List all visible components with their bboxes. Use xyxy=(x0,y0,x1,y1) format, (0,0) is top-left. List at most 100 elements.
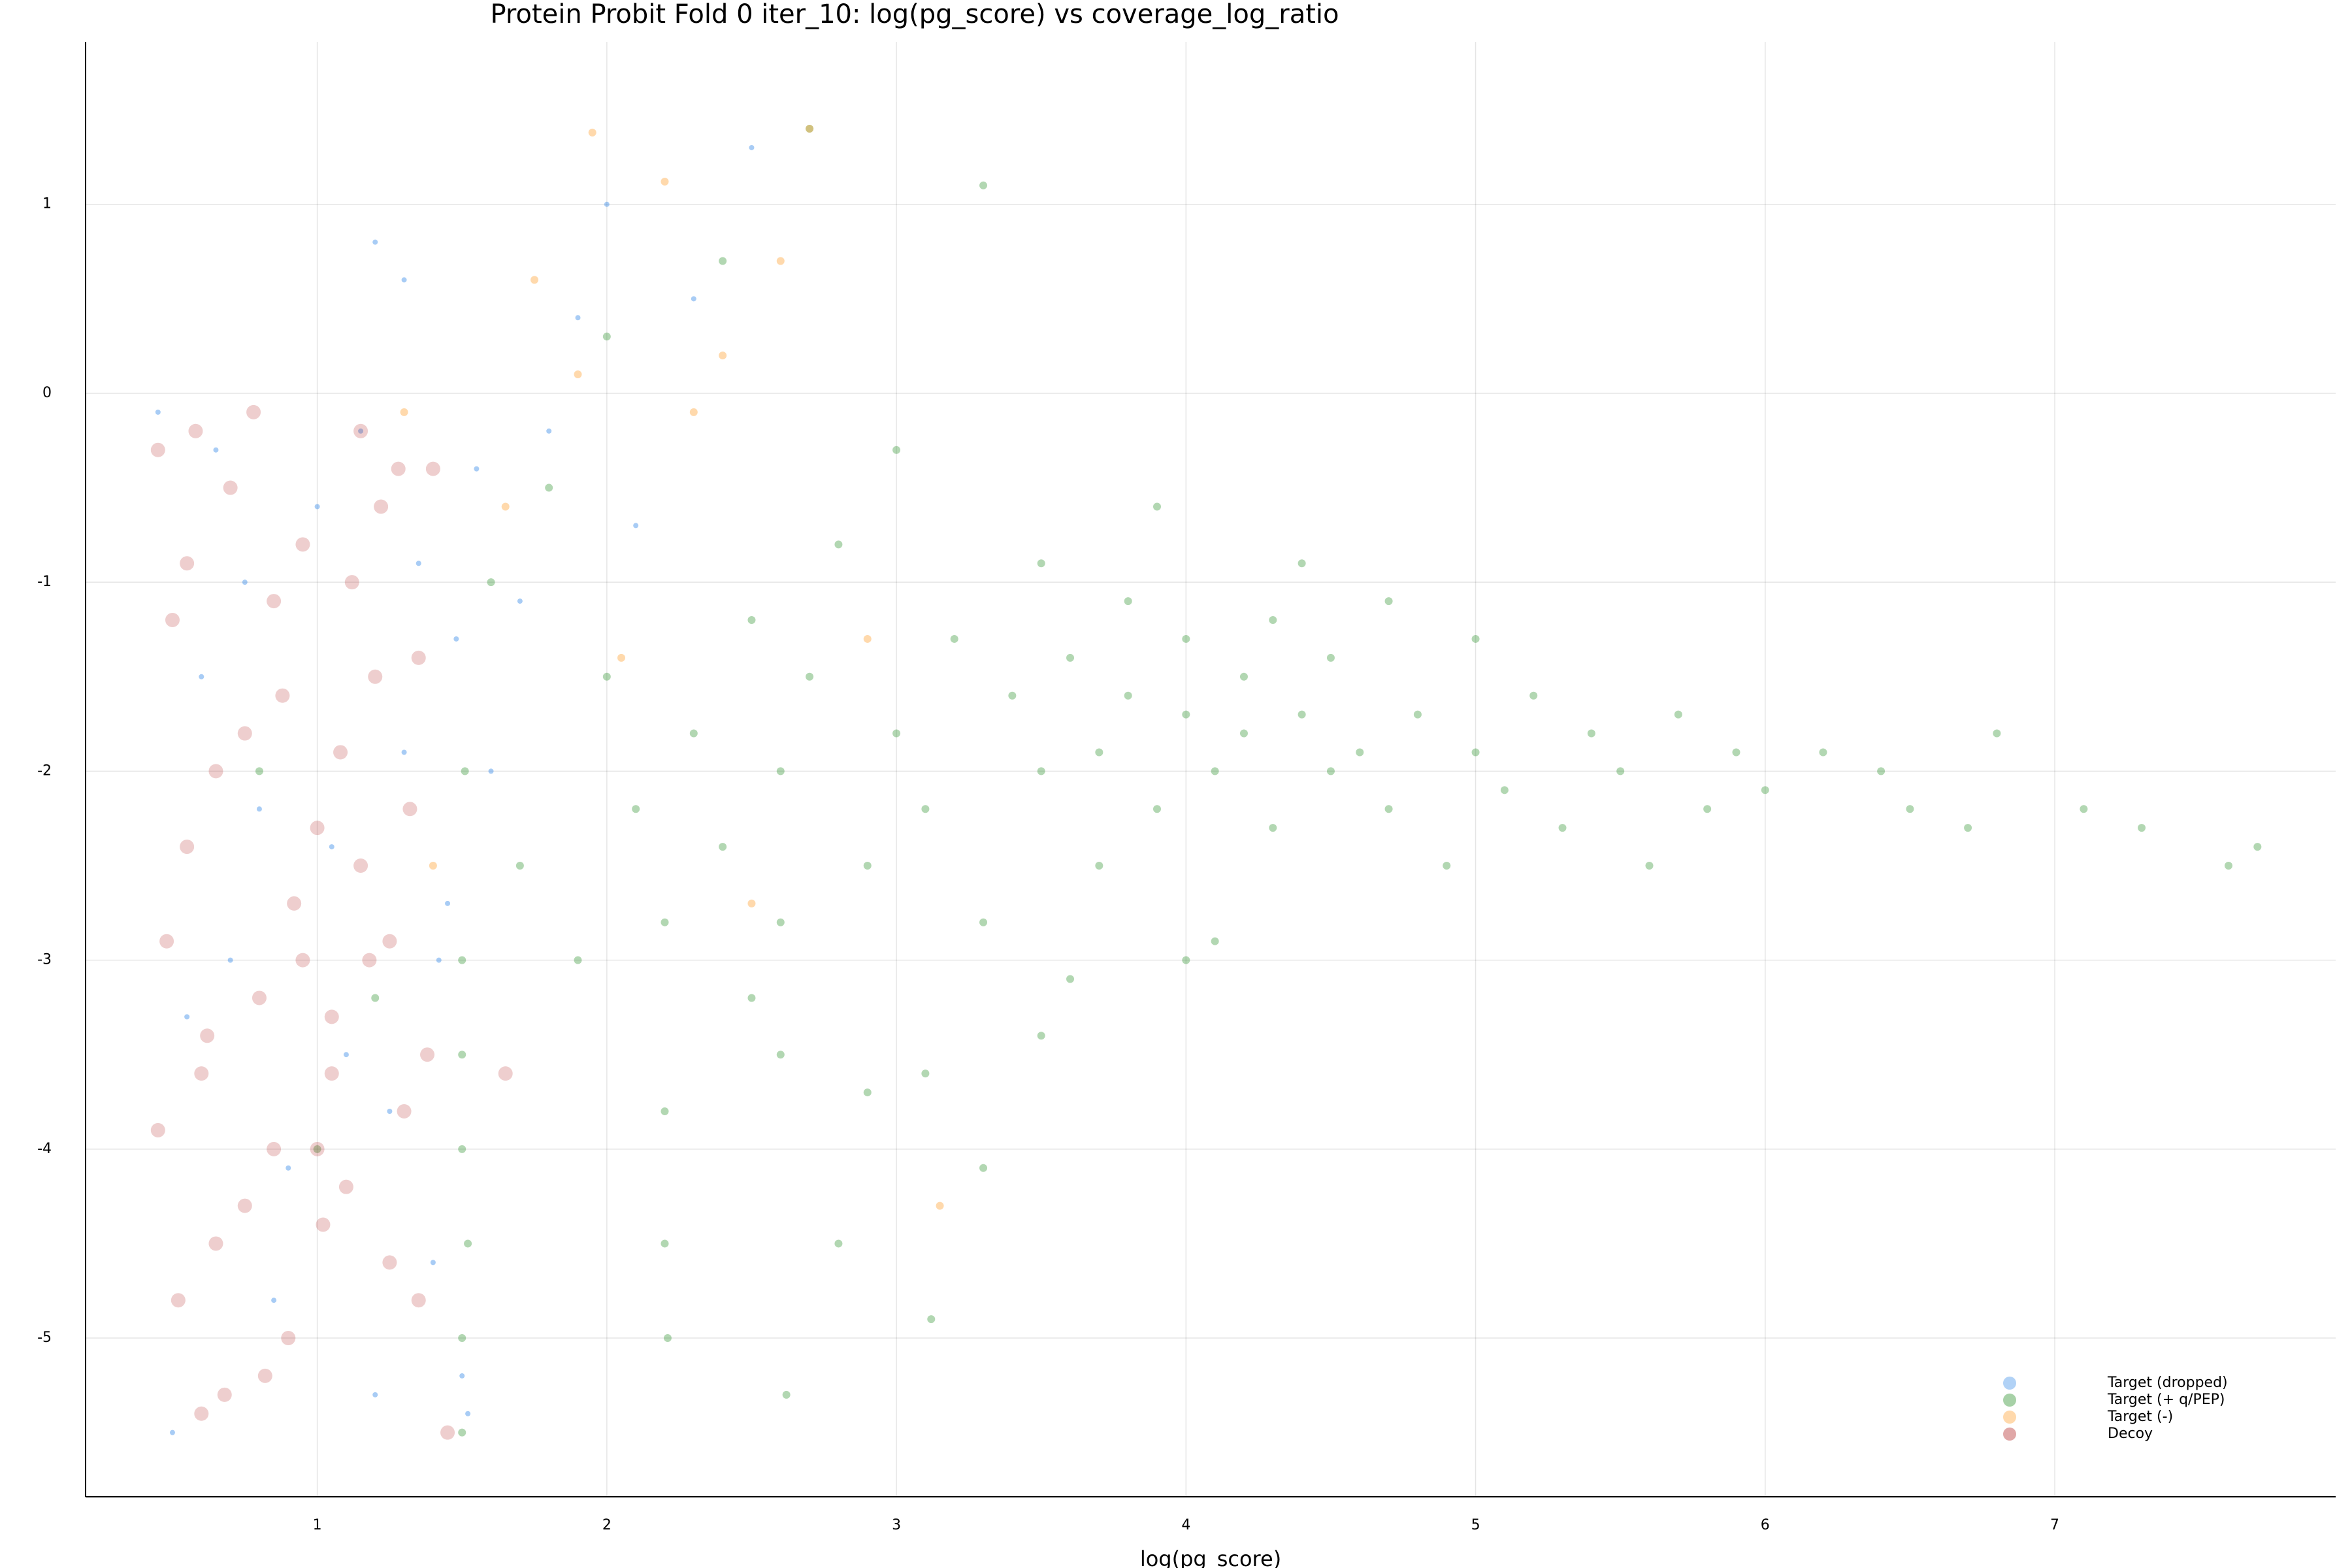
point xyxy=(199,674,204,679)
y-tick-label: 0 xyxy=(42,385,52,401)
point xyxy=(1124,597,1132,606)
point xyxy=(257,1368,272,1383)
point xyxy=(267,1141,282,1156)
point xyxy=(1558,824,1567,832)
point xyxy=(1239,672,1248,681)
point xyxy=(169,1429,175,1435)
point xyxy=(295,537,310,552)
y-tick-label: -3 xyxy=(37,952,52,968)
legend-label: Target (+ q/PEP) xyxy=(2107,1392,2225,1408)
point xyxy=(329,844,335,850)
y-tick-label: 1 xyxy=(42,196,52,212)
point xyxy=(150,442,165,457)
point xyxy=(1095,748,1103,757)
point xyxy=(391,461,406,476)
point xyxy=(458,956,466,964)
point xyxy=(1066,975,1075,983)
point xyxy=(1993,729,2001,738)
x-tick-label: 1 xyxy=(313,1517,322,1533)
point xyxy=(575,315,581,321)
x-tick-label: 3 xyxy=(892,1517,901,1533)
point xyxy=(458,1051,466,1059)
point xyxy=(287,896,302,911)
point xyxy=(950,634,958,643)
point xyxy=(374,499,389,514)
point xyxy=(458,1334,466,1343)
point xyxy=(1384,805,1393,813)
point xyxy=(171,1293,186,1308)
point xyxy=(863,862,872,870)
point xyxy=(545,483,553,492)
point xyxy=(749,144,755,150)
point xyxy=(165,613,180,628)
y-tick-label: -1 xyxy=(37,574,52,590)
point xyxy=(281,1331,296,1346)
legend-marker xyxy=(2003,1394,2016,1407)
point xyxy=(324,1009,339,1024)
point xyxy=(863,1088,872,1097)
point xyxy=(194,1066,209,1081)
point xyxy=(295,953,310,968)
point xyxy=(2080,805,2088,813)
point xyxy=(979,918,988,926)
point xyxy=(574,956,582,964)
point xyxy=(806,672,814,681)
point xyxy=(776,918,785,926)
point xyxy=(1095,862,1103,870)
point xyxy=(1819,748,1827,757)
point xyxy=(633,523,639,529)
point xyxy=(663,1334,672,1343)
point xyxy=(1037,559,1045,568)
point xyxy=(2138,824,2146,832)
point xyxy=(2225,862,2232,870)
point xyxy=(689,408,698,416)
point xyxy=(188,423,203,438)
point xyxy=(747,994,756,1002)
point xyxy=(416,561,421,566)
point xyxy=(488,768,494,774)
point xyxy=(436,957,442,963)
point xyxy=(1153,805,1161,813)
point xyxy=(776,257,785,265)
point xyxy=(286,1165,291,1171)
point xyxy=(208,1236,223,1251)
point xyxy=(440,1425,455,1440)
point xyxy=(227,957,233,963)
series xyxy=(255,125,2262,1437)
point xyxy=(1356,748,1364,757)
point xyxy=(747,616,756,625)
point xyxy=(2253,843,2262,851)
point xyxy=(461,767,469,776)
point xyxy=(344,575,359,590)
y-tick-label: -5 xyxy=(37,1330,52,1346)
point xyxy=(1964,824,1972,832)
point xyxy=(382,934,397,949)
point xyxy=(806,125,814,133)
point xyxy=(863,634,872,643)
point xyxy=(602,333,611,341)
point xyxy=(372,239,378,245)
point xyxy=(1298,559,1306,568)
point xyxy=(776,1051,785,1059)
point xyxy=(691,296,696,302)
point xyxy=(316,1217,331,1232)
point xyxy=(1211,937,1219,945)
point xyxy=(465,1411,471,1416)
point xyxy=(242,580,248,585)
point xyxy=(208,764,223,779)
point xyxy=(1326,653,1335,662)
point xyxy=(1413,710,1422,719)
point xyxy=(338,1179,353,1194)
point xyxy=(719,843,727,851)
point xyxy=(1906,805,1914,813)
point xyxy=(632,805,640,813)
point xyxy=(1645,862,1654,870)
point xyxy=(401,277,407,283)
point xyxy=(661,178,669,186)
point xyxy=(217,1387,232,1402)
legend: Target (dropped)Target (+ q/PEP)Target (… xyxy=(2003,1375,2228,1442)
point xyxy=(411,650,426,665)
point xyxy=(1182,634,1190,643)
point xyxy=(921,805,930,813)
point xyxy=(411,1293,426,1308)
